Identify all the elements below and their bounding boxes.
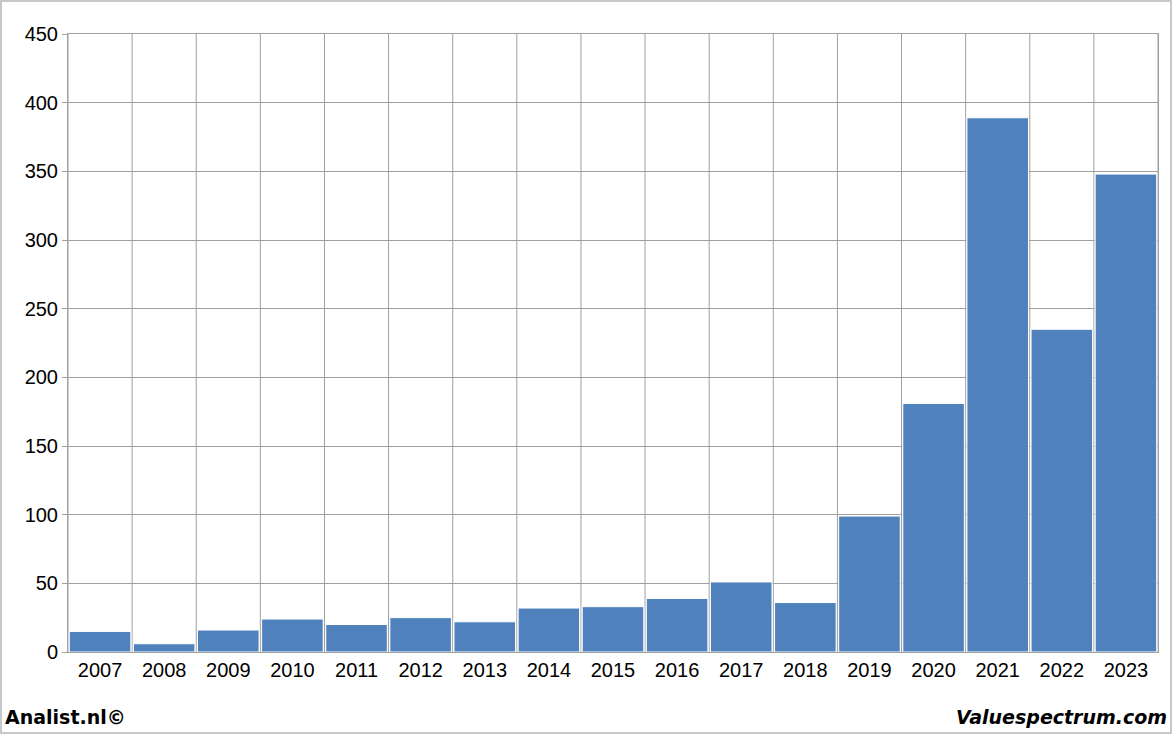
svg-text:2016: 2016 bbox=[655, 659, 700, 681]
svg-text:200: 200 bbox=[25, 366, 58, 388]
svg-text:2019: 2019 bbox=[847, 659, 892, 681]
svg-text:2014: 2014 bbox=[527, 659, 572, 681]
svg-text:2010: 2010 bbox=[270, 659, 315, 681]
svg-text:2009: 2009 bbox=[206, 659, 251, 681]
svg-text:Valuespectrum.com: Valuespectrum.com bbox=[956, 706, 1167, 728]
svg-text:450: 450 bbox=[25, 23, 58, 45]
svg-text:2015: 2015 bbox=[591, 659, 636, 681]
svg-text:0: 0 bbox=[47, 641, 58, 663]
svg-text:50: 50 bbox=[36, 572, 58, 594]
svg-text:2020: 2020 bbox=[911, 659, 956, 681]
svg-text:400: 400 bbox=[25, 92, 58, 114]
svg-text:150: 150 bbox=[25, 435, 58, 457]
svg-text:2017: 2017 bbox=[719, 659, 764, 681]
svg-text:350: 350 bbox=[25, 160, 58, 182]
svg-text:2013: 2013 bbox=[463, 659, 508, 681]
svg-text:2007: 2007 bbox=[78, 659, 123, 681]
svg-text:2023: 2023 bbox=[1104, 659, 1149, 681]
svg-text:300: 300 bbox=[25, 229, 58, 251]
svg-text:2018: 2018 bbox=[783, 659, 828, 681]
svg-text:100: 100 bbox=[25, 504, 58, 526]
svg-text:2012: 2012 bbox=[398, 659, 443, 681]
svg-text:250: 250 bbox=[25, 298, 58, 320]
svg-text:2008: 2008 bbox=[142, 659, 187, 681]
svg-text:Analist.nl©: Analist.nl© bbox=[5, 706, 126, 728]
svg-text:2021: 2021 bbox=[975, 659, 1020, 681]
svg-text:2022: 2022 bbox=[1040, 659, 1085, 681]
svg-text:2011: 2011 bbox=[335, 659, 378, 681]
